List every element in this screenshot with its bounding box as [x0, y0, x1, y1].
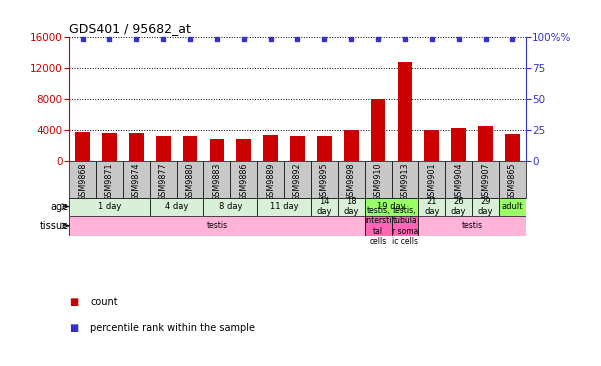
- Bar: [445, 198, 472, 216]
- Bar: [344, 130, 359, 161]
- Bar: [75, 132, 90, 161]
- Bar: [204, 198, 257, 216]
- Bar: [317, 135, 332, 161]
- Bar: [236, 139, 251, 161]
- Text: testis: testis: [462, 221, 483, 230]
- Text: GSM9886: GSM9886: [239, 163, 248, 201]
- Bar: [365, 198, 418, 216]
- Text: 29
day: 29 day: [478, 197, 493, 216]
- Bar: [150, 161, 177, 198]
- Bar: [69, 216, 365, 236]
- Text: 14
day: 14 day: [317, 197, 332, 216]
- Text: count: count: [90, 297, 118, 307]
- Bar: [472, 198, 499, 216]
- Text: testis,
intersti
tal
cells: testis, intersti tal cells: [364, 206, 392, 246]
- Bar: [338, 198, 365, 216]
- Text: 21
day: 21 day: [424, 197, 439, 216]
- Text: ■: ■: [69, 322, 78, 333]
- Bar: [505, 134, 520, 161]
- Text: GSM9892: GSM9892: [293, 163, 302, 201]
- Bar: [418, 216, 526, 236]
- Bar: [472, 161, 499, 198]
- Text: GSM9898: GSM9898: [347, 163, 356, 201]
- Bar: [204, 161, 230, 198]
- Text: GSM9880: GSM9880: [186, 163, 195, 201]
- Bar: [451, 128, 466, 161]
- Text: testis,
tubula
r soma
ic cells: testis, tubula r soma ic cells: [392, 206, 418, 246]
- Bar: [418, 198, 445, 216]
- Text: 26
day: 26 day: [451, 197, 466, 216]
- Bar: [391, 216, 418, 236]
- Text: GSM9907: GSM9907: [481, 163, 490, 201]
- Bar: [210, 139, 224, 161]
- Text: ■: ■: [69, 297, 78, 307]
- Text: GSM9871: GSM9871: [105, 163, 114, 201]
- Bar: [257, 198, 311, 216]
- Bar: [478, 126, 493, 161]
- Text: 8 day: 8 day: [219, 202, 242, 211]
- Text: GSM9895: GSM9895: [320, 163, 329, 201]
- Bar: [230, 161, 257, 198]
- Bar: [284, 161, 311, 198]
- Bar: [69, 161, 96, 198]
- Bar: [123, 161, 150, 198]
- Text: 18
day: 18 day: [344, 197, 359, 216]
- Text: GSM9868: GSM9868: [78, 163, 87, 201]
- Bar: [371, 99, 385, 161]
- Text: 4 day: 4 day: [165, 202, 188, 211]
- Bar: [418, 161, 445, 198]
- Bar: [424, 130, 439, 161]
- Text: age: age: [50, 202, 69, 212]
- Text: tissue: tissue: [40, 221, 69, 231]
- Bar: [102, 133, 117, 161]
- Bar: [150, 198, 204, 216]
- Bar: [391, 161, 418, 198]
- Text: GSM9913: GSM9913: [400, 163, 409, 201]
- Text: percentile rank within the sample: percentile rank within the sample: [90, 322, 255, 333]
- Bar: [263, 135, 278, 161]
- Text: GSM9904: GSM9904: [454, 163, 463, 201]
- Bar: [257, 161, 284, 198]
- Text: GSM9889: GSM9889: [266, 163, 275, 201]
- Text: 11 day: 11 day: [270, 202, 298, 211]
- Bar: [445, 161, 472, 198]
- Text: GSM9865: GSM9865: [508, 163, 517, 201]
- Bar: [338, 161, 365, 198]
- Bar: [290, 136, 305, 161]
- Bar: [311, 161, 338, 198]
- Text: GSM9874: GSM9874: [132, 163, 141, 201]
- Text: testis: testis: [206, 221, 227, 230]
- Bar: [177, 161, 204, 198]
- Text: GSM9910: GSM9910: [374, 163, 383, 201]
- Bar: [398, 62, 412, 161]
- Bar: [69, 198, 150, 216]
- Text: GSM9901: GSM9901: [427, 163, 436, 201]
- Bar: [365, 161, 391, 198]
- Text: adult: adult: [502, 202, 523, 211]
- Bar: [183, 135, 197, 161]
- Text: GSM9883: GSM9883: [212, 163, 221, 201]
- Bar: [365, 216, 391, 236]
- Bar: [96, 161, 123, 198]
- Bar: [499, 161, 526, 198]
- Text: 19 day: 19 day: [377, 202, 406, 211]
- Bar: [499, 198, 526, 216]
- Text: GSM9877: GSM9877: [159, 163, 168, 201]
- Bar: [129, 133, 144, 161]
- Bar: [156, 135, 171, 161]
- Bar: [311, 198, 338, 216]
- Text: 1 day: 1 day: [98, 202, 121, 211]
- Text: GDS401 / 95682_at: GDS401 / 95682_at: [69, 22, 191, 36]
